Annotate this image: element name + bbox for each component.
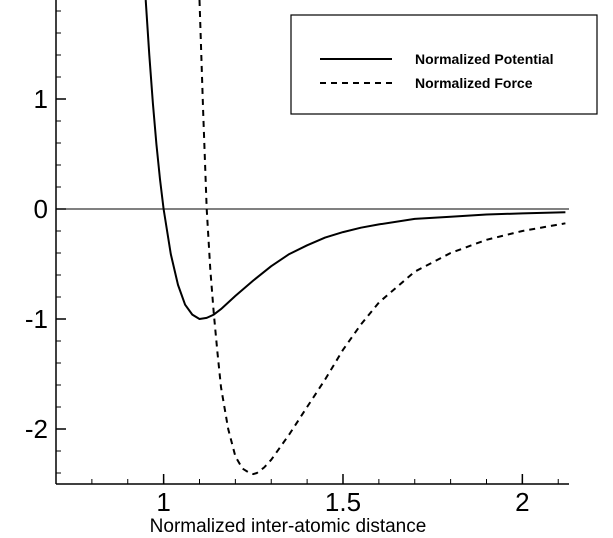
y-tick-label: 1 <box>34 84 48 114</box>
legend-box <box>290 14 598 115</box>
y-tick-label: -1 <box>25 304 48 334</box>
x-axis-title: Normalized inter-atomic distance <box>150 516 427 537</box>
y-tick-label: -2 <box>25 414 48 444</box>
x-tick-label: 2 <box>515 487 529 517</box>
legend-label-potential: Normalized Potential <box>415 51 553 67</box>
y-tick-label: 0 <box>34 194 48 224</box>
potential-series-line <box>144 0 566 320</box>
legend-label-force: Normalized Force <box>415 75 533 91</box>
x-tick-label: 1 <box>156 487 170 517</box>
force-series-line <box>198 0 566 476</box>
x-tick-label: 1.5 <box>325 487 361 517</box>
